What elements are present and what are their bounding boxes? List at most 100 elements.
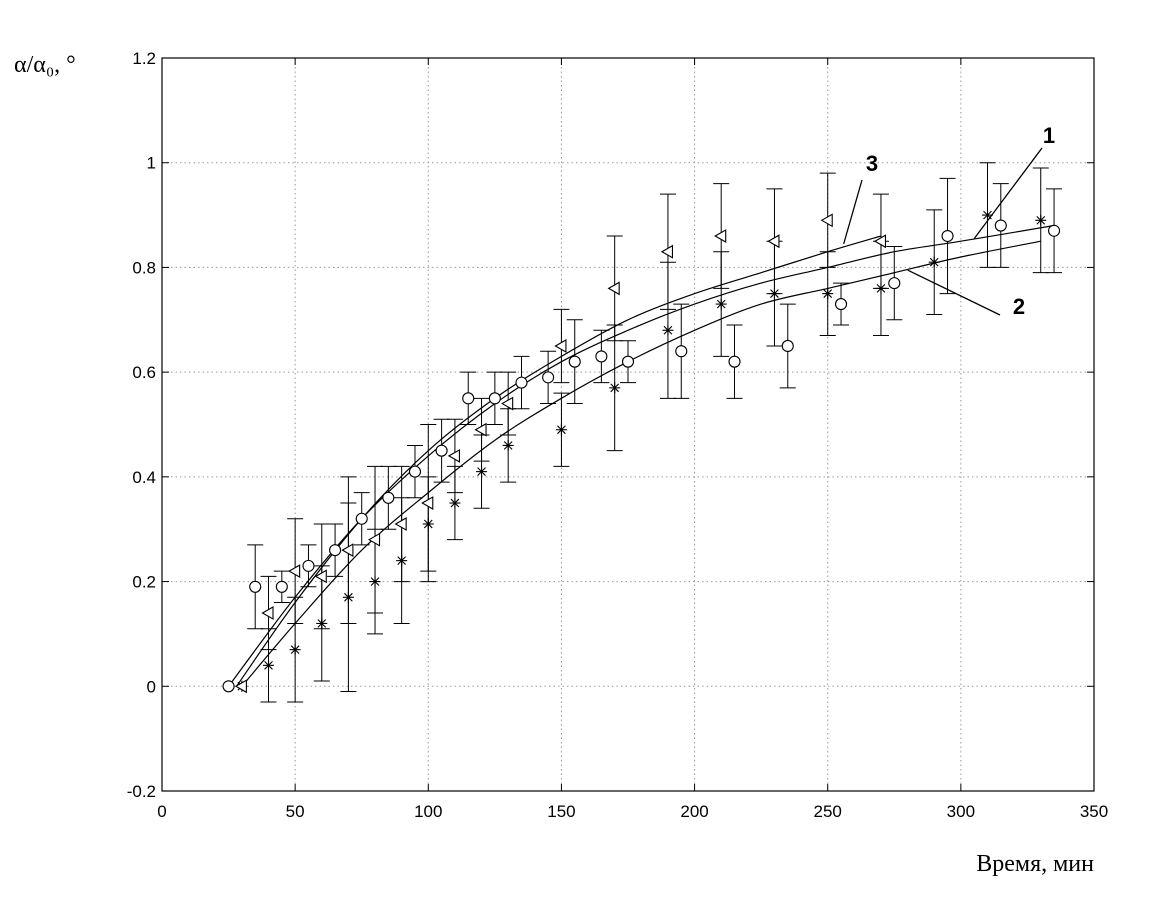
data-point-star [875, 282, 887, 294]
data-point-triangle [474, 422, 487, 437]
data-point-circle [302, 559, 315, 572]
star-stroke [397, 556, 407, 565]
y-tick-label: 0.4 [132, 468, 156, 487]
y-tick-label: 0.8 [132, 258, 156, 277]
data-point-triangle [261, 606, 274, 620]
data-point-circle [275, 580, 288, 593]
x-axis-label: Время, мин [976, 851, 1094, 877]
data-point-circle [329, 544, 342, 557]
data-point-star [928, 256, 940, 268]
curve-label-3: 3 [866, 151, 878, 176]
data-point-circle [675, 345, 688, 358]
star-stroke [370, 577, 380, 586]
star-stroke [290, 645, 300, 654]
data-point-triangle [607, 281, 620, 296]
data-point-circle [888, 277, 901, 290]
data-point-circle [728, 355, 741, 368]
grid [162, 58, 1094, 791]
star-stroke [503, 441, 513, 450]
x-tick-label: 50 [286, 802, 305, 821]
markers [222, 209, 1061, 694]
data-point-circle [462, 392, 475, 405]
data-point-triangle [314, 569, 327, 584]
data-point-triangle [341, 543, 354, 558]
data-point-triangle [767, 234, 780, 249]
star-stroke [450, 498, 460, 508]
data-point-star [555, 424, 567, 436]
data-point-star [609, 382, 621, 394]
y-tick-label: 0.6 [132, 363, 156, 382]
data-point-star [768, 288, 780, 300]
data-point-star [342, 591, 354, 603]
data-point-circle [435, 444, 448, 457]
star-stroke [770, 289, 779, 298]
fit-curves [228, 224, 1055, 687]
curve-label-1: 1 [1043, 123, 1055, 148]
star-stroke [344, 592, 353, 602]
data-point-circle [355, 512, 368, 525]
star-stroke [983, 210, 992, 220]
y-tick-label: 0.2 [132, 573, 156, 592]
plot-frame [161, 57, 1095, 792]
y-axis-label: α/α₀, ° [14, 52, 76, 78]
data-point-triangle [873, 234, 887, 249]
star-stroke [716, 299, 726, 309]
star-stroke [264, 660, 273, 670]
star-stroke [557, 425, 566, 435]
data-point-triangle [501, 396, 514, 411]
data-point-star [662, 324, 674, 336]
curve-label-2: 2 [1013, 294, 1025, 319]
data-point-triangle [234, 679, 247, 694]
x-tick-label: 350 [1080, 802, 1108, 821]
data-point-triangle [288, 564, 301, 579]
data-point-circle [568, 355, 581, 368]
data-point-star [715, 298, 727, 310]
x-tick-label: 100 [414, 802, 442, 821]
data-point-circle [382, 491, 395, 504]
y-tick-label: 0 [147, 677, 156, 696]
data-point-triangle [660, 244, 673, 259]
data-point-circle [249, 580, 262, 593]
data-point-circle [994, 219, 1007, 232]
data-point-circle [781, 339, 794, 353]
x-tick-label: 250 [814, 802, 842, 821]
data-point-triangle [820, 213, 833, 228]
data-point-star [369, 576, 381, 588]
data-point-triangle [714, 229, 727, 243]
fit-curve-2 [241, 240, 1041, 687]
data-point-triangle [554, 339, 567, 353]
data-point-star [449, 497, 461, 509]
data-point-star [476, 466, 488, 478]
ticks [161, 57, 1095, 792]
data-point-circle [515, 376, 528, 389]
star-stroke [423, 519, 433, 529]
star-stroke [876, 284, 886, 293]
data-point-circle [834, 298, 848, 311]
data-point-circle [222, 680, 235, 693]
x-tick-label: 150 [547, 802, 575, 821]
star-stroke [1036, 215, 1046, 225]
data-point-triangle [367, 532, 381, 547]
data-point-circle [1048, 224, 1061, 237]
star-stroke [663, 325, 673, 335]
x-tick-label: 200 [680, 802, 708, 821]
curve-callouts: 1 2 3 [843, 123, 1055, 319]
data-point-star [396, 555, 408, 567]
y-tick-label: 1.2 [132, 49, 156, 68]
data-point-star [502, 439, 514, 451]
star-stroke [929, 257, 939, 267]
data-point-circle [595, 350, 608, 363]
callout-leader-2 [907, 269, 1001, 316]
data-point-star [289, 644, 301, 656]
x-tick-label: 300 [947, 802, 975, 821]
data-point-circle [941, 229, 954, 243]
star-stroke [477, 467, 486, 476]
data-point-circle [488, 392, 501, 405]
y-tick-label: -0.2 [127, 782, 156, 801]
star-stroke [823, 289, 833, 298]
data-point-star [316, 617, 328, 629]
fit-curve-1 [228, 224, 1055, 687]
callout-leader-1 [973, 147, 1043, 240]
data-point-star [1035, 214, 1047, 226]
